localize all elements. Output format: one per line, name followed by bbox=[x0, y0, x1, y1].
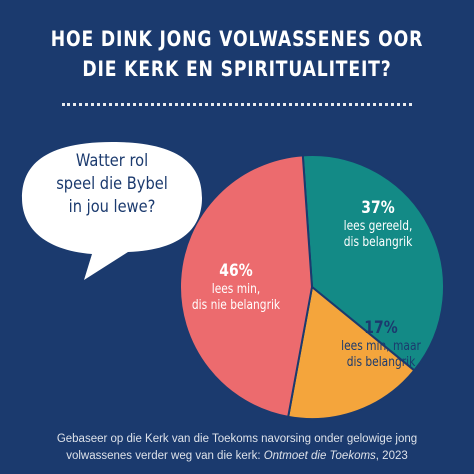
slice-percent: 17% bbox=[364, 318, 398, 338]
footer-text: volwassenes verder weg van die kerk: bbox=[66, 450, 264, 462]
speech-bubble bbox=[22, 142, 202, 280]
question-line-3: in jou lewe? bbox=[68, 197, 156, 217]
slice-label-37: 37% lees gereeld, dis belangrik bbox=[329, 198, 427, 251]
slice-percent: 37% bbox=[361, 198, 395, 218]
page-title: HOE DINK JONG VOLWASSENES OOR DIE KERK E… bbox=[43, 24, 432, 84]
slice-percent: 46% bbox=[219, 261, 253, 281]
pie-slice-37 bbox=[301, 154, 445, 372]
slice-desc-line: dis belangrik bbox=[346, 355, 416, 370]
dotted-divider bbox=[62, 103, 412, 106]
source-footer: Gebaseer op die Kerk van die Toekoms nav… bbox=[0, 431, 474, 465]
footer-line-2: volwassenes verder weg van die kerk: Ont… bbox=[0, 448, 474, 465]
question-line-1: Watter rol bbox=[75, 151, 149, 171]
slice-desc-line: dis belangrik bbox=[343, 235, 413, 250]
footer-italic-title: Ontmoet die Toekoms bbox=[263, 450, 376, 462]
footer-line-1: Gebaseer op die Kerk van die Toekoms nav… bbox=[56, 433, 418, 445]
title-line-1: HOE DINK JONG VOLWASSENES OOR bbox=[50, 27, 424, 51]
pie-slice-46 bbox=[179, 154, 314, 418]
slice-desc-line: dis nie belangrik bbox=[191, 298, 281, 313]
slice-desc-line: lees min, maar bbox=[341, 339, 421, 354]
pie-slice-17 bbox=[287, 285, 416, 420]
slice-desc-line: lees gereeld, bbox=[343, 219, 413, 234]
slice-desc-line: lees min, bbox=[211, 282, 261, 297]
title-line-2: DIE KERK EN SPIRITUALITEIT? bbox=[82, 57, 392, 81]
slice-label-46: 46% lees min, dis nie belangrik bbox=[184, 261, 289, 314]
footer-year: , 2023 bbox=[375, 450, 408, 462]
question-line-2: speel die Bybel bbox=[56, 174, 168, 194]
slice-label-17: 17% lees min, maar dis belangrik bbox=[331, 318, 431, 371]
bubble-question: Watter rol speel die Bybel in jou lewe? bbox=[54, 150, 171, 219]
